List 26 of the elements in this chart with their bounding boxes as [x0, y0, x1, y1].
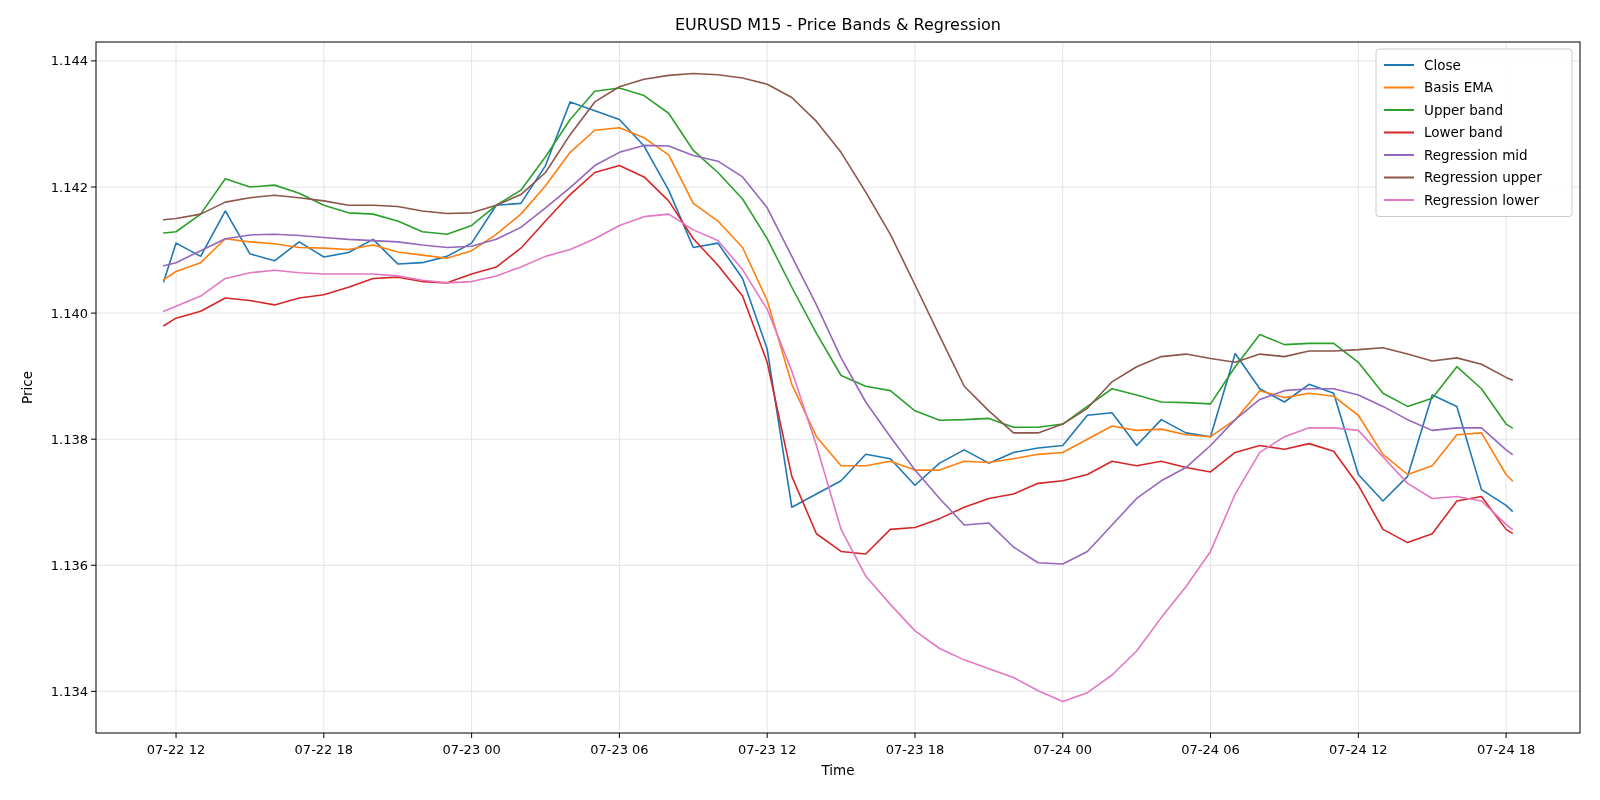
x-tick-label: 07-24 06 [1181, 742, 1240, 757]
legend-label: Upper band [1424, 101, 1504, 118]
legend-label: Regression upper [1424, 169, 1543, 186]
x-axis-title: Time [820, 762, 855, 778]
x-tick-label: 07-22 18 [294, 742, 354, 757]
x-tick-label: 07-24 18 [1476, 742, 1536, 757]
legend-label: Lower band [1424, 124, 1503, 141]
y-tick-label: 1.144 [50, 53, 88, 69]
legend-label: Close [1424, 56, 1461, 73]
y-tick-label: 1.142 [50, 179, 88, 195]
y-tick-label: 1.138 [50, 431, 88, 447]
y-tick-label: 1.136 [50, 557, 88, 573]
legend-label: Basis EMA [1424, 79, 1494, 96]
x-tick-label: 07-24 12 [1329, 742, 1388, 757]
x-tick-label: 07-23 18 [885, 742, 945, 757]
x-tick-label: 07-22 12 [146, 742, 206, 757]
y-axis-title: Price [19, 371, 35, 404]
x-tick-label: 07-24 00 [1033, 742, 1092, 757]
y-tick-label: 1.134 [50, 683, 88, 699]
y-tick-label: 1.140 [50, 305, 88, 321]
x-tick-label: 07-23 06 [590, 742, 649, 757]
legend-label: Regression lower [1424, 191, 1540, 208]
legend-label: Regression mid [1424, 146, 1528, 163]
x-tick-label: 07-23 12 [737, 742, 797, 757]
chart-title: EURUSD M15 - Price Bands & Regression [674, 15, 1002, 34]
x-tick-label: 07-23 00 [442, 742, 501, 757]
